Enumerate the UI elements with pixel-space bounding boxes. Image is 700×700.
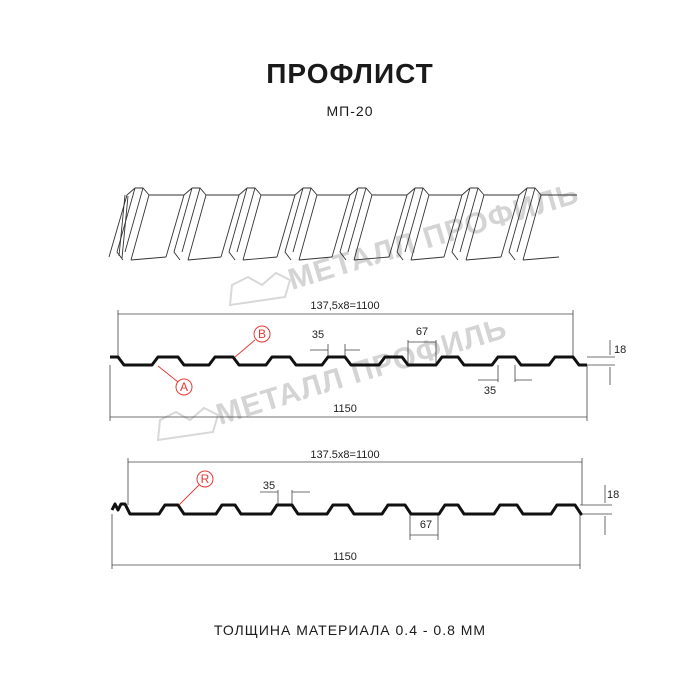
watermark-logo-icon [228,271,292,307]
dimension-line [310,344,360,357]
profile-1-outline [110,355,587,367]
material-thickness: ТОЛЩИНА МАТЕРИАЛА 0.4 - 0.8 ММ [213,622,487,638]
sheet-rib [276,187,318,261]
sheet-flat [522,194,577,261]
sheet-rib [388,187,430,261]
marker-b-text: B [258,327,266,341]
marker-a [175,378,193,396]
marker-r-text: R [201,472,210,486]
sheet-flat [353,194,407,261]
watermark-logo-icon [156,406,220,442]
marker-b [253,325,271,343]
sheet-flat [465,194,519,261]
bottom-label: 35 [484,385,496,397]
sheet-flat [187,194,239,261]
dimension-line [407,340,437,366]
dimension-line [580,485,612,535]
sheet-rib [331,187,373,261]
sheet-flat [242,194,295,261]
sheet-flat [410,194,462,261]
sheet-rib [165,187,207,261]
marker-r [196,470,214,488]
top-rib-label: 35 [312,329,324,341]
watermark-2: МЕТАЛЛ ПРОФИЛЬ [156,312,511,442]
marker-a-leader [157,365,179,383]
sheet-rib [500,187,542,261]
sheet-edge [118,194,129,259]
height-label: 18 [614,344,626,356]
profile-2: 137.5x8=1100 1150 18 35 67 R [110,449,619,569]
sheet-rib [443,187,485,261]
valley-label: 67 [420,519,432,531]
marker-a-text: A [180,380,188,394]
sheet-flat [298,194,350,261]
model-subtitle: МП-20 [326,103,374,119]
marker-r-leader [178,484,200,506]
page-title: ПРОФЛИСТ [266,58,434,89]
dimension-line [587,340,615,385]
pitch-label: 137.5x8=1100 [310,449,379,461]
dimension-line [478,365,532,382]
valley-label: 67 [416,326,428,338]
top-rib-label: 35 [263,480,275,492]
profile-2-outline [110,502,583,516]
sheet-rib [220,187,262,261]
marker-b-leader [234,339,256,358]
height-label: 18 [607,489,619,501]
dimension-line [409,514,439,540]
width-label: 1150 [333,403,357,415]
profile-1: 137,5x8=1100 1150 18 35 67 35 B A [109,300,626,421]
dimension-line [260,490,310,505]
sheet-perspective-illustration [108,187,577,261]
width-label: 1150 [333,551,357,563]
sheet-flat [130,194,184,261]
pitch-label: 137,5x8=1100 [310,300,379,312]
sheet-rib [108,187,150,261]
